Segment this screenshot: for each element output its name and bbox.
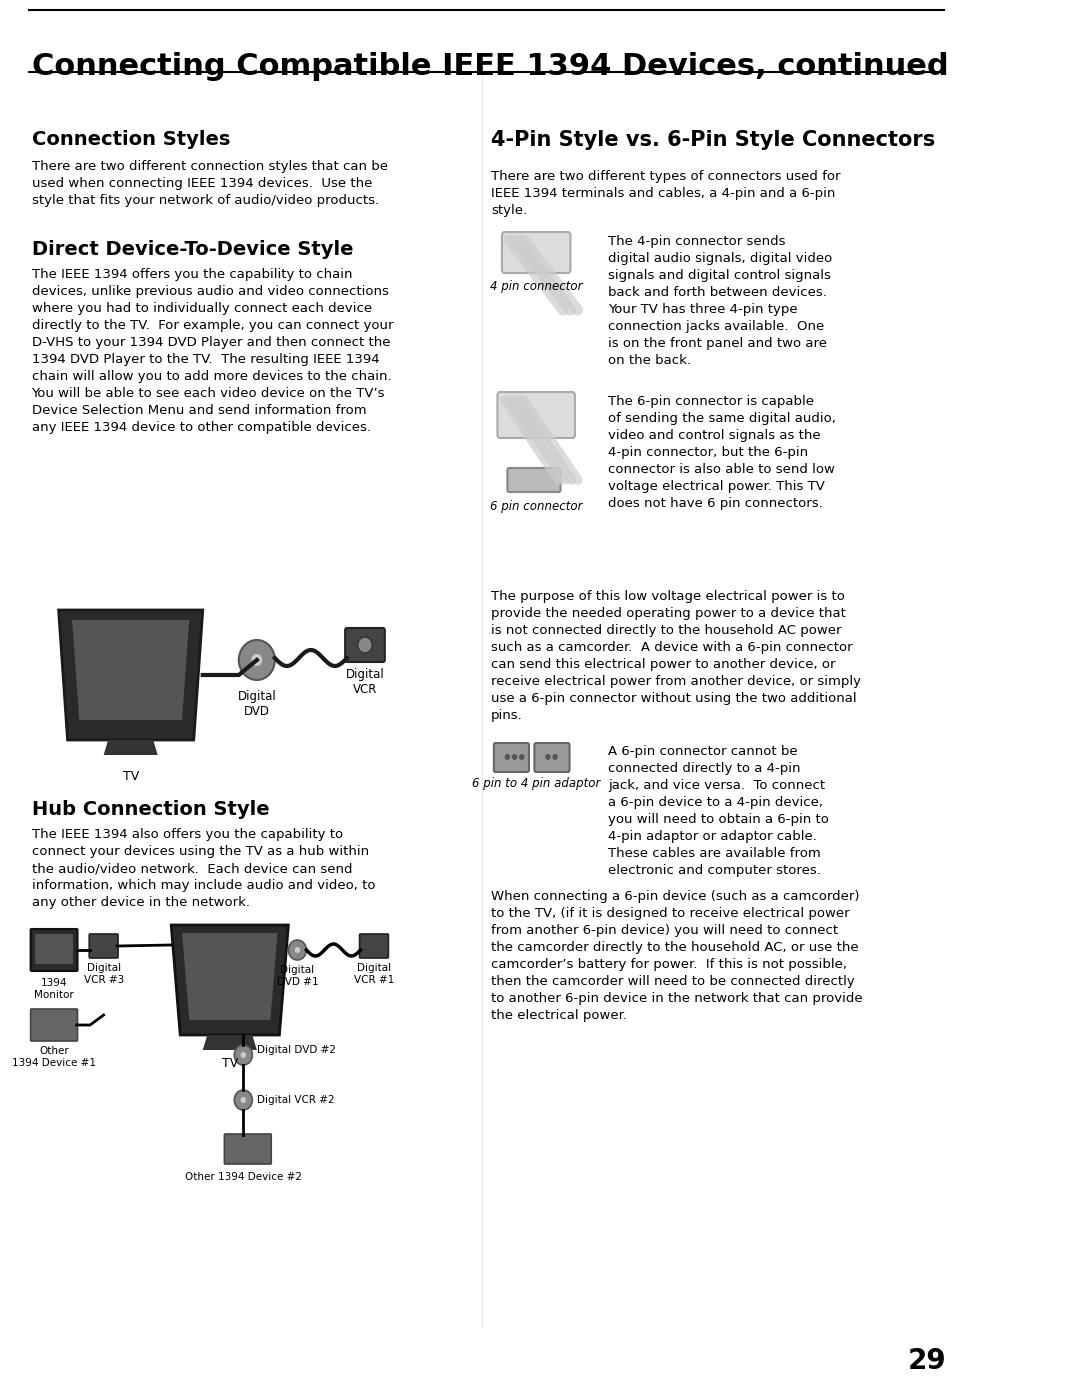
- Text: Other
1394 Device #1: Other 1394 Device #1: [12, 1046, 96, 1067]
- Polygon shape: [183, 933, 278, 1020]
- Text: The 4-pin connector sends
digital audio signals, digital video
signals and digit: The 4-pin connector sends digital audio …: [608, 235, 833, 367]
- Text: Digital
VCR: Digital VCR: [346, 668, 384, 696]
- Text: There are two different types of connectors used for
IEEE 1394 terminals and cab: There are two different types of connect…: [491, 170, 840, 217]
- FancyBboxPatch shape: [535, 743, 569, 773]
- Circle shape: [241, 1097, 246, 1104]
- Text: The IEEE 1394 also offers you the capability to
connect your devices using the T: The IEEE 1394 also offers you the capabi…: [31, 828, 375, 909]
- FancyBboxPatch shape: [502, 232, 570, 272]
- Text: Digital
VCR #3: Digital VCR #3: [83, 963, 124, 985]
- Text: Digital
VCR #1: Digital VCR #1: [354, 963, 394, 985]
- Text: 6 pin connector: 6 pin connector: [490, 500, 582, 513]
- Text: TV: TV: [221, 1058, 238, 1070]
- Circle shape: [357, 637, 373, 652]
- Circle shape: [504, 754, 510, 760]
- Circle shape: [519, 754, 525, 760]
- FancyBboxPatch shape: [508, 468, 561, 492]
- FancyBboxPatch shape: [498, 393, 575, 439]
- Text: Digital
DVD #1: Digital DVD #1: [276, 965, 319, 986]
- Text: 4 pin connector: 4 pin connector: [490, 279, 582, 293]
- Text: 4-Pin Style vs. 6-Pin Style Connectors: 4-Pin Style vs. 6-Pin Style Connectors: [491, 130, 935, 149]
- Polygon shape: [172, 925, 288, 1035]
- Text: TV: TV: [122, 770, 139, 782]
- FancyBboxPatch shape: [360, 935, 389, 958]
- Text: Other 1394 Device #2: Other 1394 Device #2: [185, 1172, 301, 1182]
- Circle shape: [295, 947, 300, 953]
- Text: Digital
DVD: Digital DVD: [238, 690, 276, 718]
- FancyBboxPatch shape: [494, 743, 529, 773]
- Text: The purpose of this low voltage electrical power is to
provide the needed operat: The purpose of this low voltage electric…: [491, 590, 861, 722]
- FancyBboxPatch shape: [36, 935, 73, 964]
- Circle shape: [288, 940, 307, 960]
- Circle shape: [239, 640, 274, 680]
- FancyBboxPatch shape: [30, 929, 78, 971]
- Circle shape: [234, 1045, 253, 1065]
- Circle shape: [241, 1052, 246, 1058]
- Text: Connecting Compatible IEEE 1394 Devices, continued: Connecting Compatible IEEE 1394 Devices,…: [31, 52, 948, 81]
- Text: 1394
Monitor: 1394 Monitor: [35, 978, 73, 1000]
- Circle shape: [512, 754, 517, 760]
- Polygon shape: [203, 1035, 257, 1051]
- FancyBboxPatch shape: [346, 629, 384, 662]
- Text: 29: 29: [907, 1347, 946, 1375]
- Text: Digital DVD #2: Digital DVD #2: [257, 1045, 336, 1055]
- Text: 6 pin to 4 pin adaptor: 6 pin to 4 pin adaptor: [472, 777, 600, 789]
- Polygon shape: [72, 620, 189, 719]
- Polygon shape: [104, 740, 158, 754]
- FancyBboxPatch shape: [30, 1009, 78, 1041]
- Text: The 6-pin connector is capable
of sending the same digital audio,
video and cont: The 6-pin connector is capable of sendin…: [608, 395, 836, 510]
- Text: The IEEE 1394 offers you the capability to chain
devices, unlike previous audio : The IEEE 1394 offers you the capability …: [31, 268, 393, 434]
- FancyBboxPatch shape: [225, 1134, 271, 1164]
- Circle shape: [252, 654, 262, 666]
- Polygon shape: [58, 610, 203, 740]
- Circle shape: [234, 1090, 253, 1111]
- Text: Hub Connection Style: Hub Connection Style: [31, 800, 269, 819]
- Text: A 6-pin connector cannot be
connected directly to a 4-pin
jack, and vice versa. : A 6-pin connector cannot be connected di…: [608, 745, 829, 877]
- Text: Digital VCR #2: Digital VCR #2: [257, 1095, 335, 1105]
- Text: Direct Device-To-Device Style: Direct Device-To-Device Style: [31, 240, 353, 258]
- Text: There are two different connection styles that can be
used when connecting IEEE : There are two different connection style…: [31, 161, 388, 207]
- FancyBboxPatch shape: [90, 935, 118, 958]
- Circle shape: [545, 754, 551, 760]
- Text: Connection Styles: Connection Styles: [31, 130, 230, 149]
- Circle shape: [552, 754, 557, 760]
- Text: When connecting a 6-pin device (such as a camcorder)
to the TV, (if it is design: When connecting a 6-pin device (such as …: [491, 890, 863, 1023]
